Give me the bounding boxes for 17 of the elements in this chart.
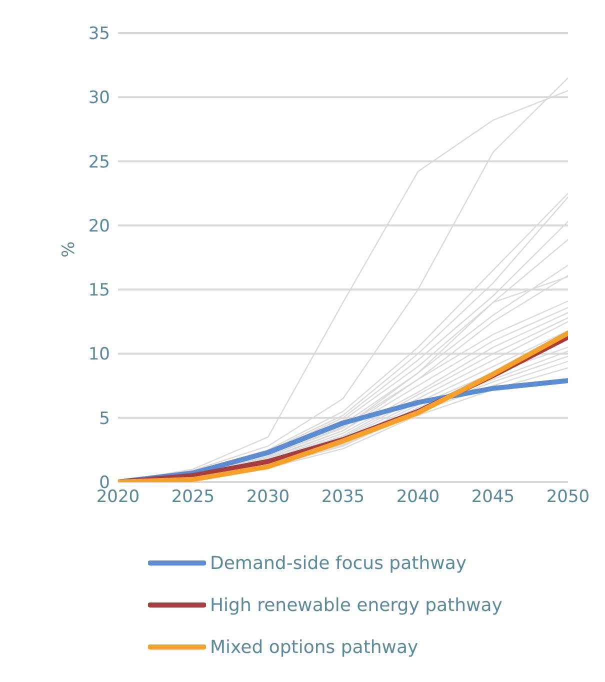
y-tick-label: 15 <box>88 280 110 301</box>
y-tick-label: 30 <box>88 88 110 108</box>
x-tick-label: 2025 <box>171 487 215 508</box>
y-tick-label: 35 <box>88 24 110 44</box>
x-tick-label: 2040 <box>396 487 440 508</box>
y-axis-title: % <box>59 241 80 258</box>
legend-label: Mixed options pathway <box>210 636 418 658</box>
x-tick-label: 2030 <box>246 487 290 508</box>
legend-label: Demand-side focus pathway <box>210 552 467 574</box>
legend-label: High renewable energy pathway <box>210 594 502 616</box>
x-tick-label: 2045 <box>471 487 515 508</box>
y-tick-label: 5 <box>99 408 110 429</box>
y-tick-label: 25 <box>88 152 110 172</box>
x-tick-label: 2035 <box>321 487 365 508</box>
y-tick-label: 10 <box>88 344 110 365</box>
x-tick-label: 2050 <box>546 487 590 508</box>
y-tick-label: 20 <box>88 216 110 236</box>
